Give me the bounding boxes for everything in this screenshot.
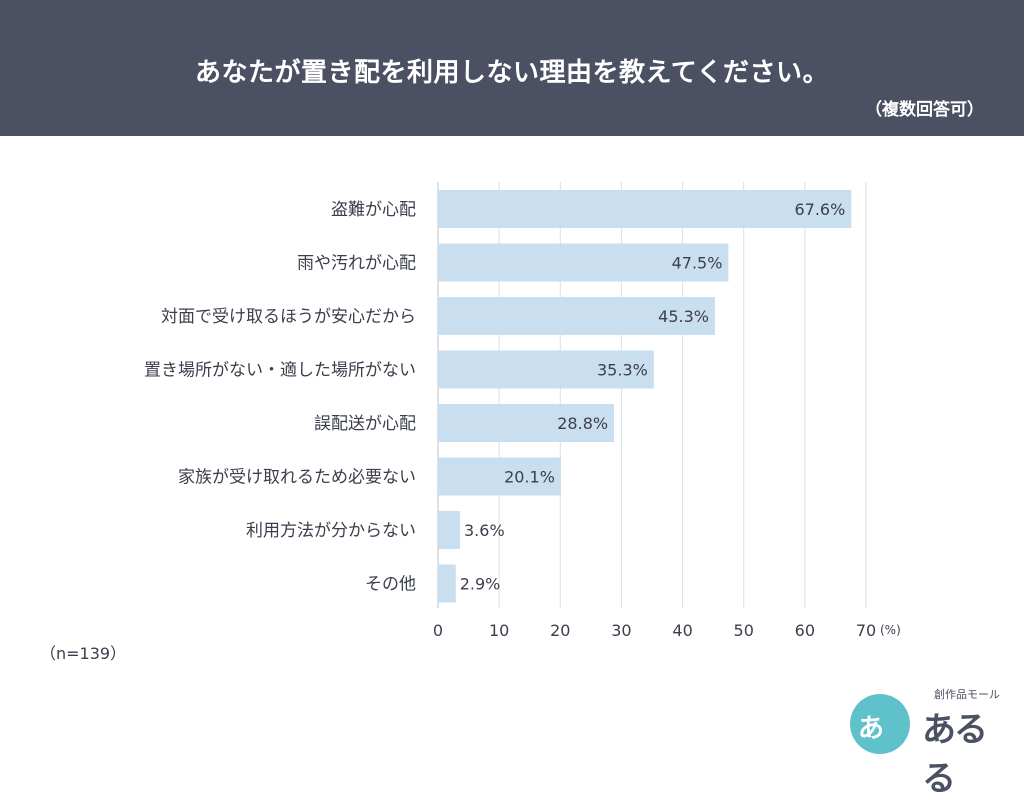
x-tick-label: 20 [550,621,570,640]
x-tick-label: 0 [433,621,443,640]
logo-wordmark: あるる [922,710,988,799]
category-label: 盗難が心配 [331,200,416,220]
value-label: 45.3% [658,307,709,326]
category-label: 誤配送が心配 [314,414,416,434]
value-label: 2.9% [460,575,501,594]
logo-circle: あ [850,694,910,754]
category-label: その他 [365,575,416,595]
category-label: 家族が受け取れるため必要ない [178,468,416,488]
sample-size-note: （n=139） [40,644,127,663]
category-label: 利用方法が分からない [246,521,416,541]
category-label: 雨や汚れが心配 [297,254,416,274]
value-label: 28.8% [557,414,608,433]
bar [438,457,561,496]
x-unit-label: (%) [880,623,901,637]
bar [438,511,461,549]
bar [438,243,729,282]
x-tick-label: 60 [795,621,815,640]
category-label: 置き場所がない・適した場所がない [144,361,416,381]
bar [438,297,715,335]
logo-circle-text: あ [858,714,885,744]
bar [438,190,852,228]
value-label: 67.6% [794,200,845,219]
bar [438,564,456,603]
chart-title: あなたが置き配を利用しない理由を教えてください。 [195,58,829,88]
bar [438,404,615,442]
x-tick-label: 50 [734,621,754,640]
value-label: 3.6% [464,521,505,540]
x-tick-label: 10 [489,621,509,640]
x-tick-label: 40 [672,621,692,640]
bar [438,350,654,389]
bar-chart: 盗難が心配 67.6% 雨や汚れが心配 47.5% 対面で受け取るほうが安心だから 45.… [144,182,901,640]
header-banner: あなたが置き配を利用しない理由を教えてください。 （複数回答可） [0,0,1024,136]
logo-tagline: 創作品モール [934,688,1000,701]
category-label: 対面で受け取るほうが安心だから [161,307,416,327]
value-label: 20.1% [504,468,555,487]
value-label: 47.5% [672,254,723,273]
chart-subtitle: （複数回答可） [865,100,984,120]
brand-logo: あ 創作品モール あるる [850,686,1010,799]
x-tick-label: 70 [856,621,876,640]
x-tick-label: 30 [611,621,631,640]
value-label: 35.3% [597,361,648,380]
